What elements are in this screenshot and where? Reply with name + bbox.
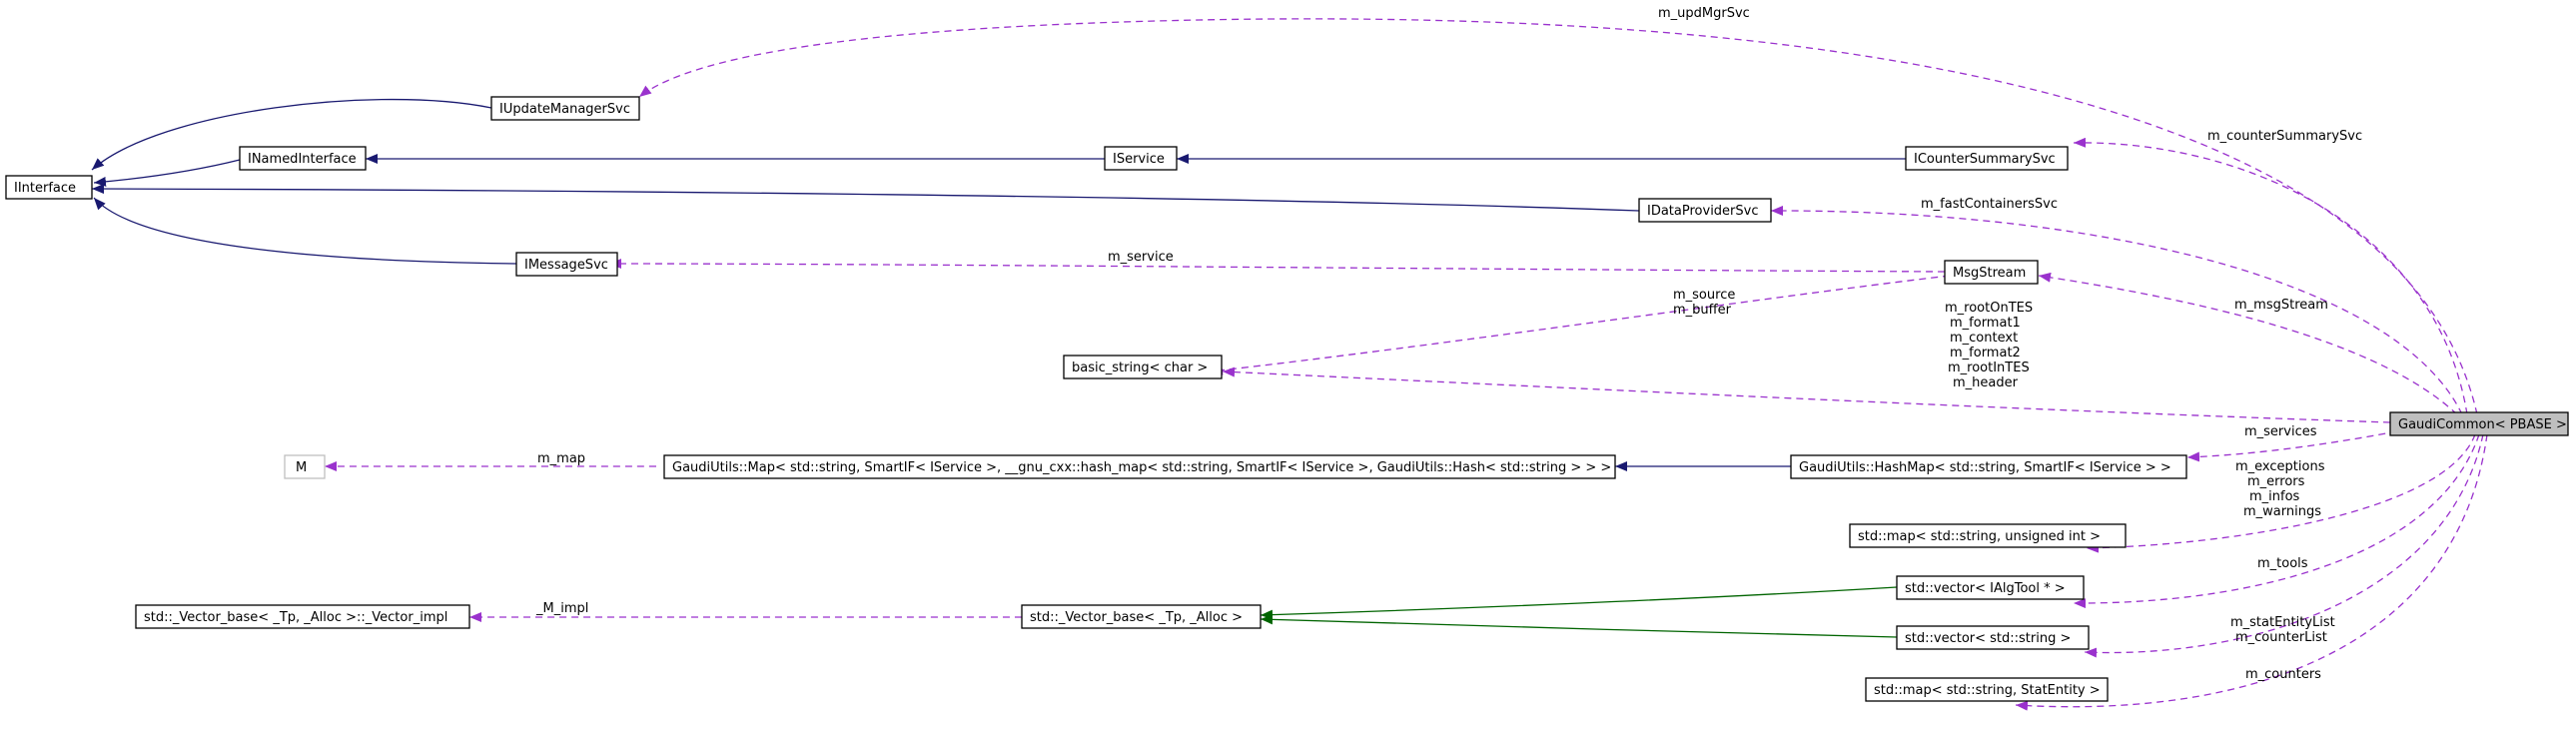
edge-labels: m_updMgrSvc m_counterSummarySvc m_fastCo… bbox=[535, 6, 2362, 682]
node-msgstream[interactable]: MsgStream bbox=[1944, 260, 2039, 285]
node-vector-base-impl[interactable]: std::_Vector_base< _Tp, _Alloc >::_Vecto… bbox=[135, 604, 470, 629]
label-m-infos: m_infos bbox=[2249, 489, 2300, 504]
svg-text:ICounterSummarySvc: ICounterSummarySvc bbox=[1914, 152, 2056, 167]
label-m-rootontes: m_rootOnTES bbox=[1945, 301, 2033, 316]
nodes: IInterface IUpdateManagerSvc INamedInter… bbox=[5, 96, 2569, 702]
node-gaudicommon[interactable]: GaudiCommon< PBASE > bbox=[2389, 411, 2569, 436]
svg-text:GaudiUtils::HashMap< std::stri: GaudiUtils::HashMap< std::string, SmartI… bbox=[1799, 460, 2171, 475]
label-m-impl: _M_impl bbox=[535, 601, 588, 616]
node-basic-string[interactable]: basic_string< char > bbox=[1063, 355, 1223, 379]
edge-statentitylist bbox=[2084, 433, 2484, 658]
edge-vector-string-vectorbase bbox=[1260, 614, 1898, 638]
node-m[interactable]: M bbox=[284, 454, 326, 479]
edge-services bbox=[2186, 430, 2398, 462]
label-m-warnings: m_warnings bbox=[2243, 504, 2321, 519]
node-gaudiutils-hashmap[interactable]: GaudiUtils::HashMap< std::string, SmartI… bbox=[1790, 454, 2187, 479]
svg-text:MsgStream: MsgStream bbox=[1953, 266, 2026, 281]
inheritance-edges bbox=[91, 98, 1906, 471]
edge-source-buffer bbox=[1210, 275, 1951, 375]
label-m-source: m_source bbox=[1673, 288, 1735, 303]
node-iinterface[interactable]: IInterface bbox=[5, 175, 93, 200]
edge-updmgrsvc bbox=[638, 18, 2478, 415]
edge-countersummarysvc bbox=[2073, 137, 2468, 415]
edge-imessagesvc-iinterface bbox=[93, 197, 517, 265]
edge-counters bbox=[2015, 433, 2488, 711]
edge-msgstream bbox=[2038, 272, 2458, 415]
node-vector-ialgtool[interactable]: std::vector< IAlgTool * > bbox=[1896, 575, 2085, 600]
label-m-msgstream: m_msgStream bbox=[2234, 298, 2328, 313]
svg-text:INamedInterface: INamedInterface bbox=[248, 152, 357, 167]
label-m-rootintes: m_rootInTES bbox=[1948, 361, 2030, 375]
edge-vector-ialgtool-vectorbase bbox=[1260, 586, 1898, 620]
svg-text:IService: IService bbox=[1113, 152, 1165, 167]
edge-exceptions-etc bbox=[2086, 433, 2476, 553]
node-iupdatemanagersvc[interactable]: IUpdateManagerSvc bbox=[490, 96, 640, 121]
node-idataprovidersvc[interactable]: IDataProviderSvc bbox=[1638, 198, 1772, 223]
label-m-counters: m_counters bbox=[2245, 667, 2321, 682]
label-m-context: m_context bbox=[1950, 331, 2018, 346]
label-m-buffer: m_buffer bbox=[1673, 303, 1732, 318]
label-m-services: m_services bbox=[2244, 424, 2317, 439]
label-m-exceptions: m_exceptions bbox=[2235, 459, 2325, 474]
node-vector-base[interactable]: std::_Vector_base< _Tp, _Alloc > bbox=[1021, 604, 1262, 629]
label-m-tools: m_tools bbox=[2257, 556, 2308, 571]
label-m-fastcontainerssvc: m_fastContainersSvc bbox=[1921, 197, 2058, 212]
svg-text:IDataProviderSvc: IDataProviderSvc bbox=[1647, 204, 1759, 219]
label-m-format2: m_format2 bbox=[1950, 346, 2021, 361]
node-map-statentity[interactable]: std::map< std::string, StatEntity > bbox=[1865, 677, 2109, 702]
label-m-statentitylist: m_statEntityList bbox=[2230, 615, 2335, 630]
node-iservice[interactable]: IService bbox=[1104, 146, 1178, 171]
svg-text:std::vector< std::string >: std::vector< std::string > bbox=[1905, 631, 2071, 646]
label-m-header: m_header bbox=[1953, 375, 2019, 390]
label-m-errors: m_errors bbox=[2247, 474, 2305, 489]
node-vector-string[interactable]: std::vector< std::string > bbox=[1896, 625, 2090, 650]
svg-text:IUpdateManagerSvc: IUpdateManagerSvc bbox=[499, 102, 630, 117]
label-m-counterlist: m_counterList bbox=[2235, 630, 2327, 645]
template-edges bbox=[1260, 586, 1898, 638]
usage-edges bbox=[325, 18, 2488, 711]
label-m-map: m_map bbox=[537, 451, 585, 466]
label-m-updmgrsvc: m_updMgrSvc bbox=[1658, 6, 1750, 21]
svg-text:IMessageSvc: IMessageSvc bbox=[524, 258, 608, 273]
label-m-countersummarysvc: m_counterSummarySvc bbox=[2207, 129, 2362, 144]
svg-text:std::vector< IAlgTool * >: std::vector< IAlgTool * > bbox=[1905, 581, 2066, 596]
svg-text:std::map< std::string, StatEnt: std::map< std::string, StatEntity > bbox=[1874, 683, 2101, 698]
node-inamedinterface[interactable]: INamedInterface bbox=[239, 146, 367, 171]
label-m-service: m_service bbox=[1108, 250, 1174, 265]
node-icountersummarysvc[interactable]: ICounterSummarySvc bbox=[1905, 146, 2069, 171]
node-std-map-uint[interactable]: std::map< std::string, unsigned int > bbox=[1849, 523, 2127, 548]
node-gaudiutils-map[interactable]: GaudiUtils::Map< std::string, SmartIF< I… bbox=[663, 454, 1616, 479]
edge-idataprovidersvc-iinterface bbox=[91, 184, 1640, 212]
svg-text:std::_Vector_base< _Tp, _Alloc: std::_Vector_base< _Tp, _Alloc > bbox=[1030, 610, 1243, 625]
svg-text:std::_Vector_base< _Tp, _Alloc: std::_Vector_base< _Tp, _Alloc >::_Vecto… bbox=[144, 610, 447, 625]
edge-inamedinterface-iinterface bbox=[93, 159, 241, 187]
edge-fastcontainerssvc bbox=[1770, 205, 2463, 415]
svg-text:IInterface: IInterface bbox=[14, 181, 76, 196]
svg-text:M: M bbox=[296, 460, 307, 475]
svg-text:std::map< std::string, unsigne: std::map< std::string, unsigned int > bbox=[1858, 529, 2101, 544]
svg-text:GaudiUtils::Map< std::string,: GaudiUtils::Map< std::string, SmartIF< I… bbox=[672, 460, 1611, 475]
edge-service bbox=[608, 259, 1946, 273]
edge-iupdatemanagersvc-iinterface bbox=[91, 98, 492, 171]
node-imessagesvc[interactable]: IMessageSvc bbox=[515, 252, 618, 277]
label-m-format1: m_format1 bbox=[1950, 316, 2021, 331]
svg-text:basic_string< char >: basic_string< char > bbox=[1072, 361, 1208, 375]
svg-text:GaudiCommon< PBASE >: GaudiCommon< PBASE > bbox=[2398, 417, 2567, 432]
edge-tools bbox=[2073, 433, 2480, 609]
edge-rootontes-etc bbox=[1222, 366, 2391, 423]
